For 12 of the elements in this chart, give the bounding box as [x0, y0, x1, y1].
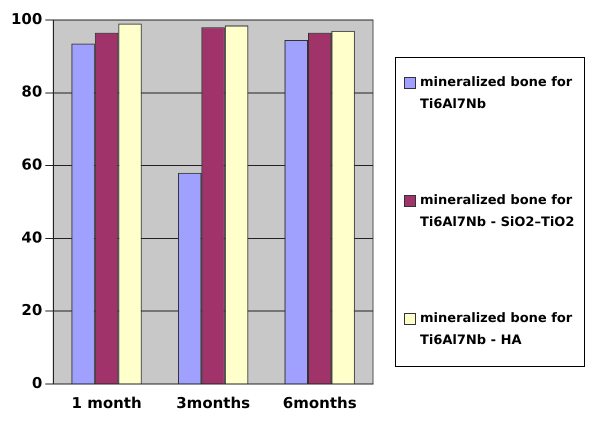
legend-label: mineralized bone for Ti6Al7Nb - HA	[420, 310, 574, 350]
x-tick-label: 6months	[282, 394, 357, 412]
x-tick-label: 1 month	[72, 394, 142, 412]
x-tick-label: 3months	[176, 394, 250, 412]
y-tick-label: 0	[32, 374, 42, 392]
y-tick-label: 100	[11, 10, 42, 28]
legend-label: mineralized bone for Ti6Al7Nb	[420, 74, 574, 114]
y-tick-label: 80	[21, 82, 42, 101]
y-tick-label: 60	[21, 155, 42, 174]
y-tick-label: 40	[21, 228, 42, 246]
y-tick-label: 20	[21, 301, 42, 320]
legend-label: mineralized bone for Ti6Al7Nb - SiO2–TiO2	[420, 192, 576, 232]
